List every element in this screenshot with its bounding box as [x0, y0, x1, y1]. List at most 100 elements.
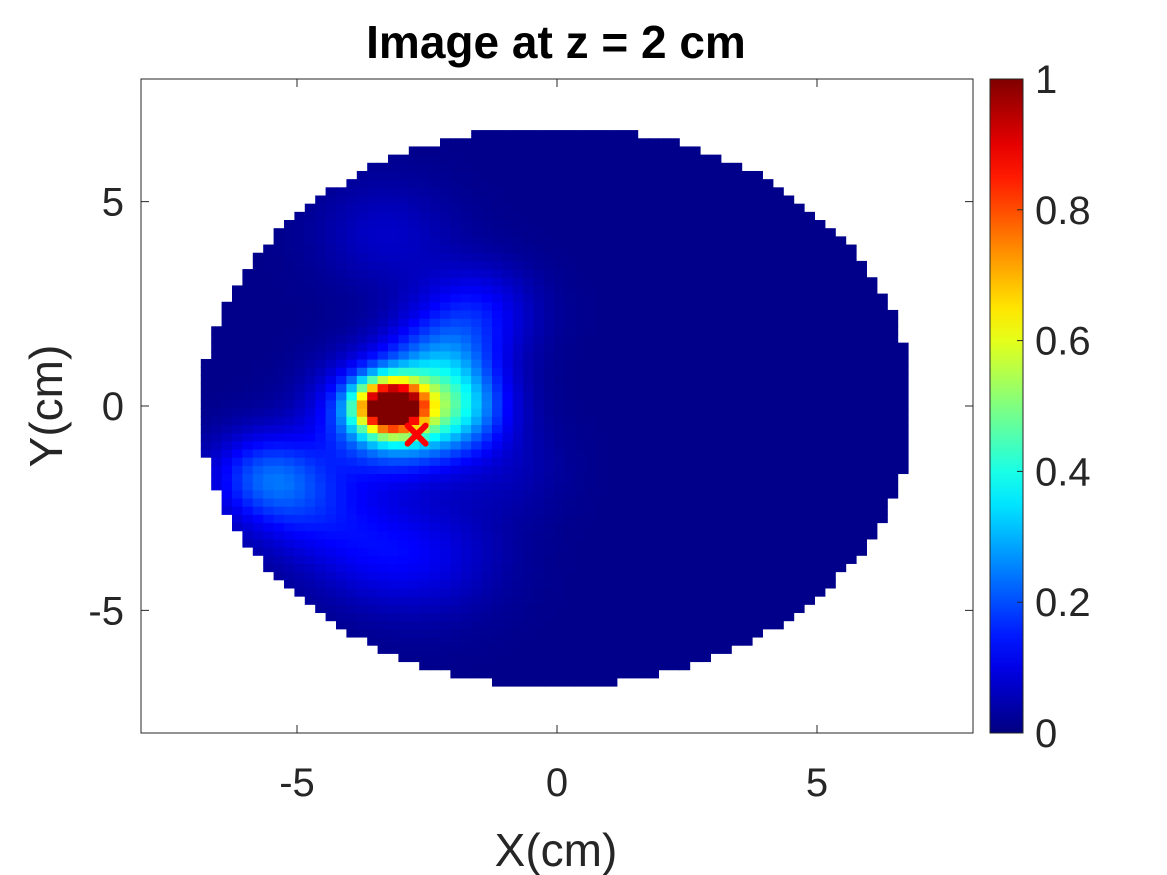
heatmap-cell [741, 342, 753, 352]
heatmap-cell [824, 432, 836, 442]
heatmap-cell [325, 334, 337, 344]
heatmap-cell [440, 162, 451, 172]
heatmap-cell [700, 424, 711, 434]
heatmap-cell [304, 555, 316, 564]
heatmap-cell [689, 604, 701, 614]
heatmap-cell [741, 211, 753, 221]
heatmap-cell [783, 448, 795, 458]
heatmap-cell [752, 367, 763, 376]
heatmap-cell [679, 440, 691, 450]
heatmap-cell [471, 252, 483, 262]
heatmap-cell [627, 432, 639, 442]
heatmap-cell [544, 367, 555, 376]
heatmap-cell [814, 538, 826, 548]
heatmap-cell [700, 645, 711, 654]
heatmap-cell [512, 162, 524, 172]
heatmap-cell [356, 424, 368, 434]
heatmap-cell [814, 440, 826, 450]
heatmap-cell [596, 375, 607, 385]
heatmap-cell [263, 555, 275, 564]
heatmap-cell [242, 358, 254, 368]
heatmap-cell [544, 285, 555, 295]
heatmap-cell [783, 604, 795, 614]
heatmap-cell [710, 440, 722, 450]
heatmap-cell [377, 367, 389, 376]
heatmap-cell [689, 465, 701, 475]
heatmap-cell [606, 203, 618, 213]
heatmap-cell [346, 252, 358, 262]
heatmap-cell [211, 432, 223, 442]
heatmap-cell [523, 391, 535, 401]
heatmap-cell [658, 236, 670, 246]
heatmap-cell [356, 457, 368, 466]
heatmap-cell [585, 367, 597, 376]
heatmap-cell [450, 146, 462, 156]
heatmap-cell [388, 162, 399, 172]
heatmap-cell [627, 416, 639, 425]
heatmap-cell [752, 252, 763, 262]
heatmap-cell [731, 416, 743, 425]
heatmap-cell [544, 669, 555, 679]
heatmap-cell [346, 440, 358, 450]
heatmap-cell [336, 220, 347, 229]
heatmap-cell [783, 506, 795, 515]
heatmap-cell [450, 489, 462, 499]
heatmap-cell [689, 432, 701, 442]
heatmap-cell [700, 538, 711, 548]
heatmap-cell [554, 170, 566, 180]
heatmap-cell [512, 587, 524, 597]
heatmap-cell [377, 522, 389, 532]
heatmap-cell [440, 424, 451, 434]
heatmap-cell [637, 514, 649, 524]
heatmap-cell [367, 326, 379, 336]
heatmap-cell [596, 130, 607, 139]
heatmap-cell [492, 465, 503, 475]
heatmap-cell [564, 220, 576, 229]
heatmap-cell [689, 228, 701, 237]
heatmap-cell [325, 269, 337, 278]
heatmap-cell [450, 645, 462, 654]
heatmap-cell [200, 440, 212, 450]
heatmap-cell [440, 138, 451, 148]
heatmap-cell [450, 416, 462, 425]
heatmap-cell [606, 285, 618, 295]
heatmap-cell [492, 448, 503, 458]
heatmap-cell [388, 514, 399, 524]
heatmap-cell [554, 252, 566, 262]
heatmap-cell [804, 481, 815, 491]
heatmap-cell [481, 154, 493, 164]
heatmap-cell [731, 408, 743, 417]
heatmap-cell [450, 260, 462, 270]
heatmap-cell [502, 244, 514, 254]
heatmap-cell [481, 228, 493, 237]
heatmap-cell [242, 530, 254, 540]
heatmap-cell [533, 138, 545, 148]
heatmap-cell [450, 571, 462, 581]
heatmap-cell [564, 530, 576, 540]
heatmap-cell [533, 252, 545, 262]
heatmap-cell [575, 244, 587, 254]
heatmap-cell [554, 596, 566, 605]
heatmap-cell [481, 244, 493, 254]
heatmap-cell [388, 604, 399, 614]
heatmap-cell [585, 473, 597, 483]
heatmap-cell [658, 628, 670, 638]
heatmap-cell [221, 334, 233, 344]
heatmap-cell [824, 489, 836, 499]
heatmap-cell [377, 228, 389, 237]
heatmap-cell [346, 514, 358, 524]
heatmap-cell [481, 277, 493, 287]
heatmap-cell [481, 571, 493, 581]
heatmap-cell [606, 620, 618, 630]
heatmap-cell [273, 538, 285, 548]
heatmap-cell [564, 579, 576, 589]
heatmap-cell [440, 596, 451, 605]
heatmap-cell [668, 187, 680, 197]
heatmap-cell [336, 448, 347, 458]
heatmap-cell [242, 416, 254, 425]
heatmap-cell [388, 228, 399, 237]
heatmap-cell [284, 326, 295, 336]
heatmap-cell [471, 661, 483, 671]
heatmap-cell [471, 228, 483, 237]
heatmap-cell [252, 260, 264, 270]
